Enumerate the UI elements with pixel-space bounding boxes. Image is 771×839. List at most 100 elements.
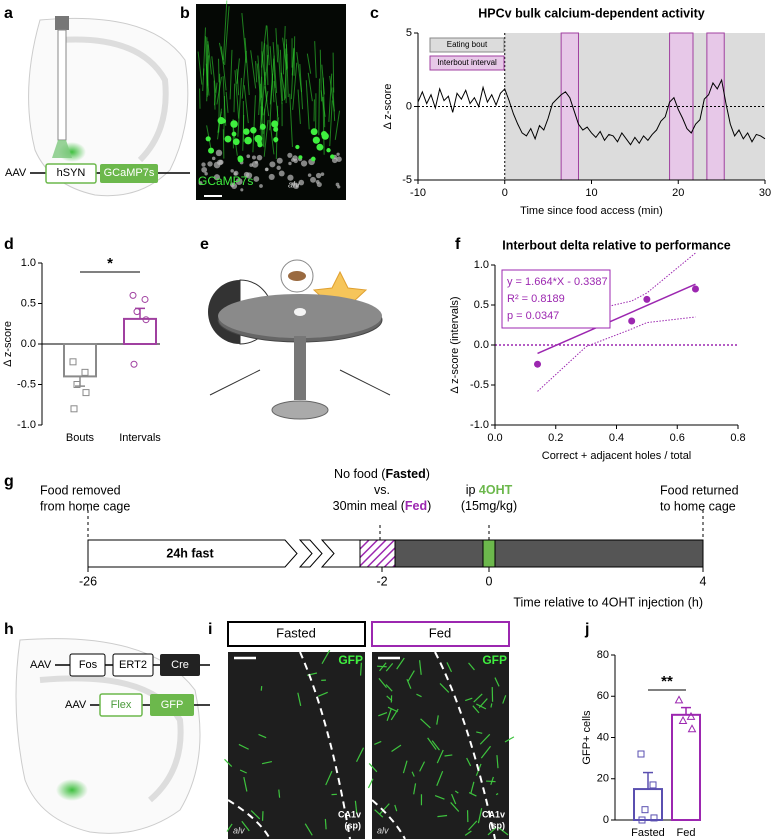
label: Food removed — [40, 483, 121, 497]
annotation-box — [501, 269, 611, 329]
texture — [243, 128, 250, 135]
texture — [454, 790, 459, 794]
texture — [269, 161, 276, 168]
texture — [208, 147, 215, 154]
annotation: p = 0.0347 — [507, 310, 559, 322]
texture — [287, 152, 293, 158]
chart-title: HPCv bulk calcium-dependent activity — [478, 6, 704, 20]
texture — [278, 789, 281, 798]
texture — [296, 52, 302, 93]
texture — [504, 736, 515, 743]
label: GCaMP7s — [104, 167, 155, 179]
y-axis-label: Δ z-score (intervals) — [449, 296, 461, 393]
texture — [356, 660, 359, 664]
y-tick-label: -0.5 — [17, 378, 36, 390]
annotation-part: 30min meal ( — [333, 499, 406, 513]
texture — [387, 706, 398, 713]
texture — [419, 761, 426, 772]
annotation: R² = 0.8189 — [507, 293, 565, 305]
texture — [386, 695, 393, 702]
texture — [321, 649, 331, 665]
label: Food returned — [660, 483, 739, 497]
annotation-part: (15mg/kg) — [461, 499, 517, 513]
texture — [295, 144, 300, 150]
point — [691, 285, 699, 293]
texture — [298, 155, 303, 160]
texture — [261, 760, 273, 765]
x-axis-label: Correct + adjacent holes / total — [542, 450, 692, 462]
label: Flex — [111, 699, 132, 711]
texture — [282, 26, 286, 75]
label: ERT2 — [119, 659, 147, 671]
texture — [390, 708, 399, 721]
panel-letter: c — [370, 5, 379, 22]
texture — [202, 68, 205, 92]
texture — [317, 691, 328, 697]
texture — [490, 703, 493, 708]
tick-label: 4 — [700, 574, 707, 588]
texture — [486, 780, 496, 783]
texture — [291, 48, 295, 76]
texture — [427, 737, 437, 750]
legend-swatch — [429, 55, 505, 71]
label: CA1v — [482, 809, 505, 819]
texture — [229, 49, 233, 100]
label: from home cage — [40, 499, 130, 513]
texture — [231, 131, 237, 137]
bar — [633, 788, 663, 821]
texture — [298, 179, 305, 186]
texture — [275, 28, 279, 63]
texture — [222, 0, 228, 61]
texture — [297, 89, 301, 124]
x-tick-label: 0.2 — [548, 432, 563, 444]
texture — [354, 800, 358, 814]
texture — [307, 72, 313, 102]
panel-letter: a — [4, 5, 13, 22]
texture — [385, 684, 393, 692]
texture — [300, 160, 308, 167]
annotation-part: vs. — [374, 483, 390, 497]
annotation-part: Fasted — [385, 467, 425, 481]
texture — [205, 136, 211, 142]
texture — [293, 183, 300, 190]
texture — [288, 161, 292, 166]
texture — [280, 72, 286, 99]
texture — [241, 820, 250, 832]
point — [686, 711, 696, 720]
texture — [250, 50, 257, 89]
texture — [411, 771, 415, 777]
texture — [378, 711, 388, 717]
texture — [243, 776, 248, 792]
x-tick-label: -10 — [410, 187, 426, 199]
texture — [225, 91, 229, 113]
y-tick-label: 5 — [406, 27, 412, 39]
texture — [255, 61, 258, 83]
texture — [244, 37, 250, 96]
texture — [230, 120, 238, 128]
texture — [318, 78, 320, 136]
panel-letter: h — [4, 621, 14, 638]
x-tick-label: 20 — [672, 187, 684, 199]
label: GFP — [482, 653, 507, 667]
chart-title: Interbout delta relative to performance — [502, 238, 731, 252]
texture — [204, 171, 208, 176]
fed-header — [371, 621, 510, 647]
texture — [269, 120, 275, 155]
y-tick-label: -0.5 — [470, 379, 489, 391]
texture — [328, 73, 333, 122]
texture — [264, 54, 269, 86]
texture — [329, 100, 333, 147]
texture — [263, 120, 269, 157]
texture — [250, 810, 261, 820]
point — [81, 368, 89, 376]
texture — [272, 42, 278, 94]
x-tick-label: 10 — [585, 187, 597, 199]
texture — [377, 665, 387, 668]
texture — [332, 52, 335, 93]
panel-letter: f — [455, 236, 461, 253]
y-tick-label: 0 — [603, 814, 609, 826]
label: Time relative to 4OHT injection (h) — [513, 595, 703, 609]
texture — [374, 809, 384, 818]
texture — [332, 87, 336, 121]
point — [130, 360, 138, 368]
